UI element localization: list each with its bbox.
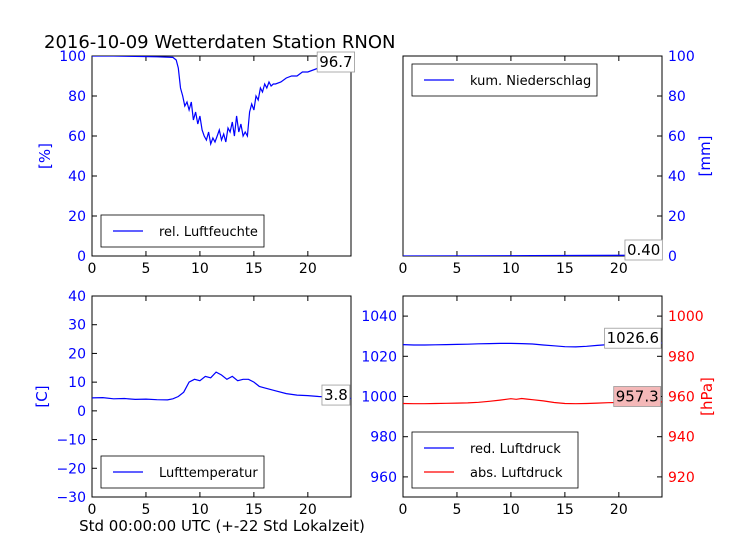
x-tick-label: 5: [452, 502, 461, 518]
x-tick-label: 20: [610, 502, 628, 518]
y-tick-label: 40: [68, 169, 86, 185]
x-tick-label: 0: [399, 261, 408, 277]
legend: rel. Luftfeuchte: [100, 214, 265, 248]
y-tick-label: 0: [77, 249, 86, 265]
subplot-pressure: 0 5 10 15 20 960 980 1000 1020 1040 920 940 960 980 10…: [361, 295, 716, 518]
y-tick-label: 30: [68, 318, 86, 334]
x-tick-label: 15: [245, 261, 263, 277]
y-tick-label: 0: [77, 404, 86, 420]
subplot-precipitation: 0 5 10 15 20 0 20 40 60 80 100 [mm] 0.40 kum. Nieders…: [399, 49, 714, 277]
x-tick-label: 10: [502, 261, 520, 277]
y-tick-label: 920: [668, 470, 695, 486]
y-tick-label: 960: [370, 470, 397, 486]
y-tick-label: 80: [68, 89, 86, 105]
value-annotation: 96.7: [319, 53, 352, 71]
legend-frame: [411, 431, 579, 489]
subplot-humidity: 0 5 10 15 20 0 20 40 60 80 100 [%] 96.7 rel. Luftfeuc…: [36, 49, 355, 277]
y-tick-label: 10: [68, 375, 86, 391]
y-axis-label: [hPa]: [698, 377, 716, 416]
value-annotation-box: [613, 386, 662, 407]
x-tick-label: 5: [141, 502, 150, 518]
value-annotation-box: [624, 239, 663, 261]
series-line-precipitation-0: [403, 254, 662, 256]
legend-label: rel. Luftfeuchte: [159, 225, 258, 240]
y-tick-label: 80: [668, 89, 686, 105]
y-tick-label: 960: [668, 390, 695, 406]
value-annotation-box: [604, 327, 662, 349]
y-tick-label: −30: [56, 490, 86, 506]
figure-title: 2016-10-09 Wetterdaten Station RNON: [44, 32, 395, 53]
value-annotation: 3.8: [324, 386, 348, 404]
y-axis-label: [mm]: [696, 136, 714, 177]
series-line-temperature-0: [92, 371, 351, 401]
y-tick-label: 60: [68, 129, 86, 145]
y-tick-label: 100: [668, 49, 695, 65]
x-tick-label: 10: [191, 261, 209, 277]
y-tick-label: 1040: [361, 309, 397, 325]
x-tick-label: 5: [452, 261, 461, 277]
y-tick-label: 40: [68, 289, 86, 305]
y-tick-label: 1000: [668, 309, 704, 325]
value-annotation-box: [316, 51, 355, 73]
y-tick-label: 980: [668, 349, 695, 365]
x-tick-label: 0: [88, 502, 97, 518]
legend-label: Lufttemperatur: [159, 466, 258, 481]
x-tick-label: 0: [88, 261, 97, 277]
x-tick-label: 10: [191, 502, 209, 518]
y-tick-label: 20: [668, 209, 686, 225]
x-tick-label: 0: [399, 502, 408, 518]
y-tick-label: −10: [56, 433, 86, 449]
y-tick-label: 100: [59, 49, 86, 65]
legend-label: red. Luftdruck: [470, 442, 561, 457]
legend-label: abs. Luftdruck: [470, 466, 563, 481]
y-tick-label: −20: [56, 461, 86, 477]
y-tick-label: 0: [668, 249, 677, 265]
x-tick-label: 10: [502, 502, 520, 518]
series-line-humidity-0: [92, 56, 351, 147]
x-tick-label: 20: [610, 261, 628, 277]
x-tick-label: 5: [141, 261, 150, 277]
legend-label: kum. Niederschlag: [470, 74, 591, 89]
y-tick-label: 980: [370, 430, 397, 446]
subplot-temperature: 0 5 10 15 20 −30 −20 −10 0 10 20 30 40 [C] 3.8 Lufttemp…: [33, 289, 352, 518]
y-tick-label: 1020: [361, 349, 397, 365]
value-annotation: 957.3: [616, 388, 659, 406]
y-tick-label: 20: [68, 346, 86, 362]
x-tick-label: 15: [245, 502, 263, 518]
legend: kum. Niederschlag: [411, 63, 598, 97]
legend: red. Luftdruck abs. Luftdruck: [411, 431, 579, 489]
x-tick-label: 15: [556, 261, 574, 277]
legend: Lufttemperatur: [100, 455, 265, 489]
figure-x-axis-label: Std 00:00:00 UTC (+-22 Std Lokalzeit): [79, 517, 365, 535]
value-annotation: 1026.6: [607, 329, 660, 347]
value-annotation-box: [321, 384, 351, 406]
value-annotation: 0.40: [627, 241, 660, 259]
y-axis-label: [%]: [36, 143, 54, 169]
y-tick-label: 940: [668, 430, 695, 446]
x-tick-label: 20: [299, 261, 317, 277]
y-tick-label: 40: [668, 169, 686, 185]
y-axis-label: [C]: [33, 385, 51, 407]
y-tick-label: 60: [668, 129, 686, 145]
x-tick-label: 15: [556, 502, 574, 518]
y-tick-label: 20: [68, 209, 86, 225]
y-tick-label: 1000: [361, 390, 397, 406]
x-tick-label: 20: [299, 502, 317, 518]
